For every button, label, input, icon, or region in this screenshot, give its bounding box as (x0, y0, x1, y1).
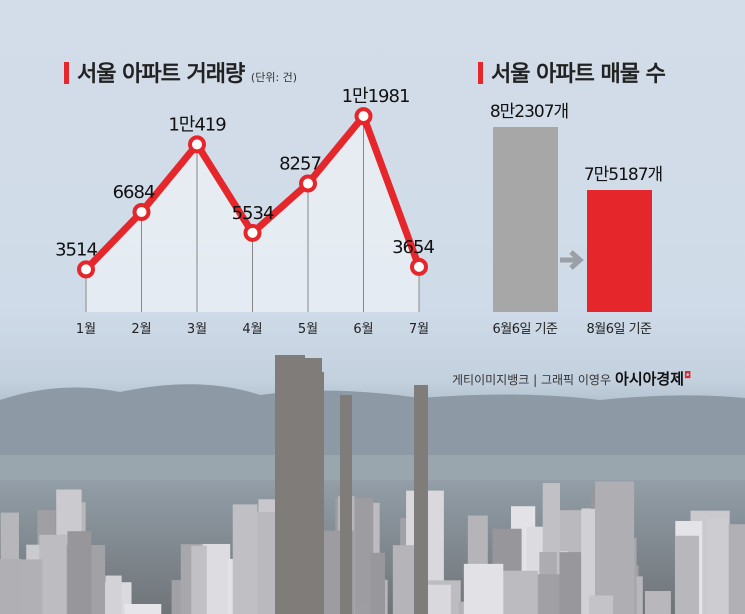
x-tick-label: 4월 (242, 322, 262, 337)
title-marker (478, 62, 483, 84)
mountains (0, 384, 745, 460)
building (500, 570, 538, 614)
building (706, 518, 729, 614)
building (589, 595, 614, 614)
data-label: 1만419 (168, 114, 226, 135)
data-label: 3654 (392, 237, 434, 258)
x-tick-label: 3월 (187, 322, 207, 337)
building (595, 481, 635, 614)
arrow-right-icon (560, 250, 584, 270)
brand-mark-icon: ◘ (684, 371, 692, 381)
bar-chart-title-text: 서울 아파트 매물 수 (491, 62, 666, 87)
x-tick-label: 1월 (76, 322, 96, 337)
brand-logo: 아시아경제 (615, 370, 685, 388)
data-label: 6684 (113, 182, 155, 203)
data-point (243, 223, 262, 242)
credit: 게티이미지뱅크 | 그래픽 이영우 아시아경제◘ (452, 368, 691, 389)
building (67, 531, 92, 614)
x-tick-label: 5월 (298, 322, 318, 337)
x-tick-label: 2월 (131, 322, 151, 337)
title-marker (64, 62, 69, 84)
bar-chart-title: 서울 아파트 매물 수 (478, 56, 666, 88)
building (341, 604, 369, 614)
building (370, 552, 385, 614)
tower (308, 372, 324, 614)
x-tick-label: 8월6일 기준 (586, 322, 652, 337)
data-label: 1만1981 (342, 86, 410, 107)
x-tick-label: 6월6일 기준 (492, 322, 558, 337)
building (39, 534, 68, 614)
data-label: 3514 (55, 239, 97, 260)
bar (493, 126, 558, 312)
building (674, 535, 699, 614)
building (232, 504, 258, 614)
line-chart-title-text: 서울 아파트 거래량 (77, 62, 245, 87)
unit-label: (단위: 건) (250, 71, 298, 84)
building (0, 558, 22, 614)
data-label: 5534 (232, 203, 274, 224)
x-tick-label: 6월 (353, 322, 373, 337)
data-label: 8257 (279, 154, 321, 175)
bar (587, 190, 652, 312)
building (105, 575, 122, 614)
building (463, 563, 504, 614)
data-point (188, 135, 206, 154)
building (191, 545, 207, 614)
bar-label: 7만5187개 (584, 165, 662, 185)
x-tick-label: 7월 (409, 322, 429, 337)
line-chart-title: 서울 아파트 거래량 (단위: 건) (64, 56, 297, 88)
building (124, 604, 162, 614)
data-point (354, 107, 373, 126)
data-point (132, 203, 151, 222)
tower (340, 395, 352, 614)
river (0, 455, 745, 480)
tower (414, 385, 428, 614)
data-point (299, 174, 317, 193)
building (644, 591, 671, 614)
credit-source: 게티이미지뱅크 | 그래픽 이영우 (452, 373, 612, 387)
line-area-fill (86, 116, 419, 313)
bar-label: 8만2307개 (490, 102, 568, 122)
data-point (77, 260, 95, 279)
data-point (410, 257, 428, 276)
